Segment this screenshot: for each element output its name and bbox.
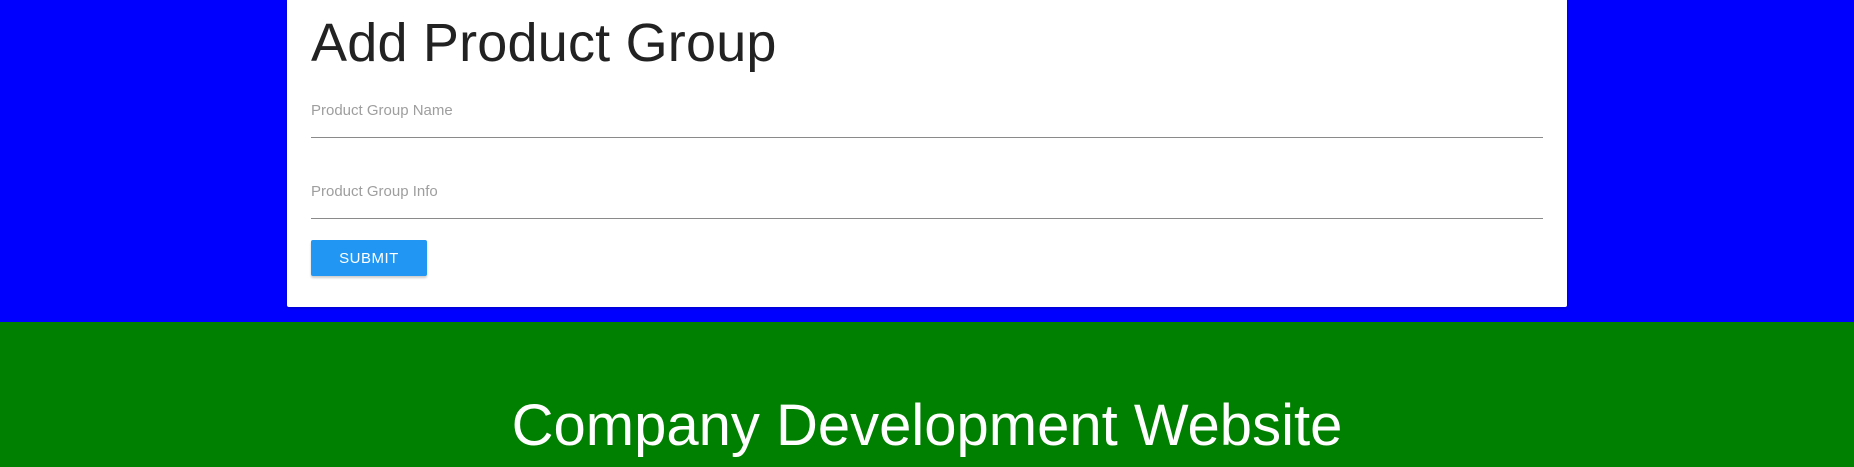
add-product-group-card: Add Product Group SUBMIT bbox=[287, 0, 1567, 307]
footer-title: Company Development Website bbox=[511, 393, 1343, 458]
product-group-name-input[interactable] bbox=[311, 98, 1543, 138]
page-title: Add Product Group bbox=[311, 13, 777, 73]
product-group-info-field bbox=[311, 179, 1543, 219]
product-group-name-field bbox=[311, 98, 1543, 138]
footer: Company Development Website bbox=[0, 322, 1854, 467]
submit-button[interactable]: SUBMIT bbox=[311, 240, 427, 276]
product-group-info-input[interactable] bbox=[311, 179, 1543, 219]
